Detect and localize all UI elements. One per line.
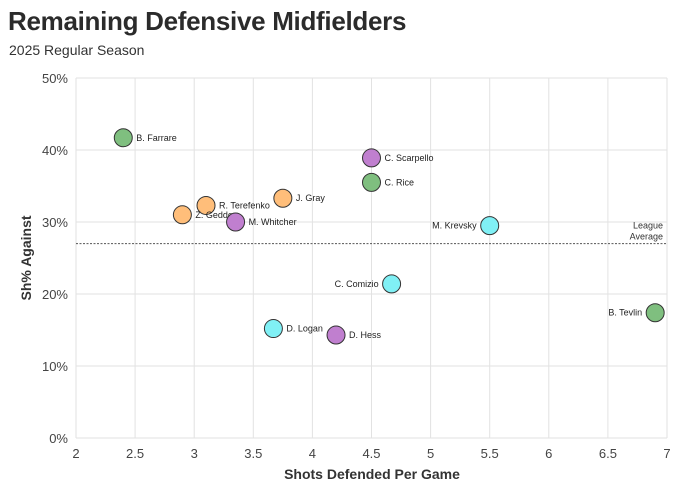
x-tick-label: 3.5: [244, 446, 262, 461]
data-point-label: C. Comizio: [335, 279, 379, 289]
x-tick-label: 5.5: [481, 446, 499, 461]
data-point-label: M. Krevsky: [432, 221, 477, 231]
x-tick-label: 2: [72, 446, 79, 461]
x-tick-label: 7: [663, 446, 670, 461]
data-point: [362, 148, 381, 168]
data-point-label: D. Hess: [349, 330, 382, 340]
data-point-label: Z. Geddes: [195, 210, 238, 220]
data-point: [382, 274, 402, 294]
data-point: [263, 319, 283, 339]
data-point-label: R. Terefenko: [219, 200, 270, 210]
data-point: [226, 212, 246, 232]
data-point-label: D. Logan: [286, 324, 323, 334]
y-tick-label: 40%: [42, 143, 68, 158]
data-point: [273, 188, 293, 208]
x-tick-label: 2.5: [126, 446, 144, 461]
y-tick-label: 50%: [42, 71, 68, 86]
chart-subtitle: 2025 Regular Season: [9, 42, 145, 58]
data-point: [362, 172, 381, 192]
league-average-label: League: [633, 221, 663, 231]
grid-lines: [75, 77, 668, 439]
data-point-label: M. Whitcher: [249, 217, 297, 227]
data-point: [645, 303, 665, 323]
league-average-label: Average: [630, 232, 663, 242]
y-tick-label: 30%: [42, 215, 68, 230]
data-points: B. Farrare C. Scarpello C. Rice J. Gray R. T…: [113, 128, 665, 345]
axis-ticks: 2 2.5 3 3.5 4 4.5 5 5.5 6 6.5 7 0% 10% 20% 30% 40% 50%: [42, 71, 671, 461]
data-point: [113, 128, 133, 148]
data-point: [326, 325, 346, 345]
x-tick-label: 6: [545, 446, 552, 461]
chart-title: Remaining Defensive Midfielders: [8, 6, 407, 36]
data-point: [196, 195, 216, 215]
data-point: [480, 216, 500, 236]
x-tick-label: 5: [427, 446, 434, 461]
x-tick-label: 6.5: [599, 446, 617, 461]
y-tick-label: 0%: [49, 431, 68, 446]
y-tick-label: 10%: [42, 359, 68, 374]
y-axis-title: Sh% Against: [18, 215, 34, 300]
x-tick-label: 3: [191, 446, 198, 461]
data-point: [172, 205, 192, 225]
x-tick-label: 4: [309, 446, 316, 461]
data-point-label: C. Rice: [385, 177, 415, 187]
data-point-label: B. Tevlin: [608, 308, 642, 318]
data-point-label: J. Gray: [296, 193, 326, 203]
y-tick-label: 20%: [42, 287, 68, 302]
data-point-label: B. Farrare: [136, 133, 177, 143]
x-axis-title: Shots Defended Per Game: [284, 466, 460, 482]
x-tick-label: 4.5: [362, 446, 380, 461]
data-point-label: C. Scarpello: [385, 153, 434, 163]
